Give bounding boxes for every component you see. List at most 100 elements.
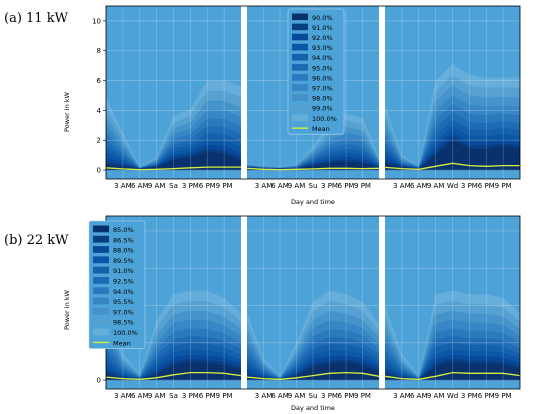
x-tick-label: 9 PM bbox=[495, 392, 512, 400]
plot-frame bbox=[105, 5, 521, 180]
day-separator bbox=[379, 6, 385, 179]
band-85.0pct-Su bbox=[247, 362, 379, 381]
day-separator bbox=[379, 216, 385, 389]
y-tick-label: 10 bbox=[92, 17, 101, 25]
x-tick-label: 6 AM bbox=[410, 182, 428, 190]
legend-swatch bbox=[292, 53, 308, 61]
legend-swatch bbox=[292, 104, 308, 111]
x-tick-label: 3 PM bbox=[182, 182, 199, 190]
panel-b-ylabel: Power in kW bbox=[63, 289, 71, 329]
x-tick-label: 3 PM bbox=[461, 182, 478, 190]
x-tick-label: 6 PM bbox=[338, 392, 355, 400]
legend-label: 97.0% bbox=[312, 85, 333, 93]
legend-label: 98.5% bbox=[113, 319, 134, 327]
legend-swatch bbox=[292, 23, 308, 31]
legend-label: 94.0% bbox=[312, 54, 333, 62]
legend-swatch bbox=[93, 246, 109, 253]
x-tick-label: 3 PM bbox=[321, 182, 338, 190]
legend-swatch bbox=[292, 13, 308, 21]
mean-line-Su bbox=[246, 167, 380, 171]
y-tick-label: 0 bbox=[97, 167, 101, 175]
x-tick-label: 6 PM bbox=[478, 392, 495, 400]
panel-a-label: (a) 11 kW bbox=[4, 11, 69, 26]
x-tick-label: 9 PM bbox=[354, 392, 371, 400]
legend-label: 100.0% bbox=[312, 115, 337, 123]
legend-label: 89.5% bbox=[113, 257, 134, 265]
mean-line-Sa bbox=[105, 371, 242, 380]
legend-swatch bbox=[93, 266, 109, 274]
day-separator bbox=[241, 216, 247, 389]
x-tick-label: 9 AM bbox=[427, 182, 445, 190]
legend-label: Mean bbox=[312, 125, 330, 133]
legend-label: 88.0% bbox=[113, 247, 134, 255]
x-tick-label: Su bbox=[309, 182, 318, 190]
y-tick-label: 2 bbox=[97, 137, 101, 145]
x-tick-label: 6 AM bbox=[271, 392, 289, 400]
panel-a-plot: 3 AM 6 AM 9 AM Sa 3 PM 6 PM 9 PM 3 AM6 AM9 AM Su… bbox=[92, 5, 521, 190]
mean-line-Wd bbox=[384, 162, 520, 170]
legend-swatch bbox=[292, 74, 308, 81]
band-90.0pct-Sa bbox=[106, 152, 241, 171]
legend-swatch bbox=[93, 235, 109, 243]
legend-label: Mean bbox=[113, 339, 131, 347]
x-tick-label: 3 AM bbox=[255, 182, 273, 190]
x-tick-label: 6 PM bbox=[199, 182, 216, 190]
legend-swatch bbox=[93, 307, 109, 315]
x-tick-label: 6 PM bbox=[199, 392, 216, 400]
legend-label: 94.0% bbox=[113, 288, 134, 296]
panel-b-label: (b) 22 kW bbox=[4, 233, 69, 248]
x-tick-label: 6 AM bbox=[131, 182, 149, 190]
x-tick-label: 6 PM bbox=[338, 182, 355, 190]
x-tick-label: Sa bbox=[169, 392, 178, 400]
legend-label: 85.0% bbox=[113, 226, 134, 234]
legend-label: 97.0% bbox=[113, 308, 134, 316]
x-tick-label: 6 AM bbox=[131, 392, 149, 400]
legend-label: 90.0% bbox=[312, 14, 333, 22]
x-tick-label: 9 PM bbox=[495, 182, 512, 190]
panel-a-xlabel: Day and time bbox=[291, 198, 335, 206]
panel-b-plot: 3 AM 6 AM 9 AM Sa 3 PM 6 PM 9 PM 3 AM6 AM9 AM Su… bbox=[88, 215, 521, 400]
x-tick-label: 9 PM bbox=[216, 182, 233, 190]
legend-swatch bbox=[292, 84, 308, 91]
x-tick-label: Wd bbox=[447, 182, 458, 190]
legend-swatch bbox=[292, 33, 308, 41]
band-85.0pct-Sa bbox=[106, 362, 241, 381]
legend-swatch bbox=[292, 94, 308, 101]
mean-line-Wd bbox=[384, 371, 521, 380]
x-tick-label: 3 AM bbox=[114, 392, 132, 400]
x-tick-label: 3 AM bbox=[255, 392, 273, 400]
x-tick-label: 3 AM bbox=[393, 182, 411, 190]
legend-swatch bbox=[93, 256, 109, 264]
panel-a-ylabel: Power in kW bbox=[63, 91, 71, 131]
x-tick-label: 9 PM bbox=[354, 182, 371, 190]
mean-line-Sa bbox=[105, 166, 241, 171]
legend-swatch bbox=[292, 64, 308, 71]
legend-swatch bbox=[93, 277, 109, 284]
day-separator bbox=[241, 6, 247, 179]
x-tick-label: Wd bbox=[447, 392, 458, 400]
legend-label: 91.0% bbox=[113, 267, 134, 275]
legend-swatch bbox=[93, 287, 109, 295]
x-tick-label: 9 PM bbox=[216, 392, 233, 400]
x-tick-label: 3 PM bbox=[321, 392, 338, 400]
y-tick-label: 4 bbox=[97, 107, 102, 115]
legend-swatch bbox=[93, 297, 109, 305]
legend-label: 86.5% bbox=[113, 236, 134, 244]
x-tick-label: 6 AM bbox=[271, 182, 289, 190]
legend-label: 95.5% bbox=[113, 298, 134, 306]
x-tick-label: 3 PM bbox=[461, 392, 478, 400]
legend-swatch bbox=[93, 328, 109, 336]
x-tick-label: 9 AM bbox=[288, 182, 306, 190]
x-tick-label: 3 PM bbox=[182, 392, 199, 400]
x-tick-label: Sa bbox=[169, 182, 178, 190]
legend-swatch bbox=[93, 318, 109, 325]
legend-label: 96.0% bbox=[312, 74, 333, 82]
legend-label: 98.0% bbox=[312, 95, 333, 103]
x-tick-label: 3 AM bbox=[114, 182, 132, 190]
y-tick-label: 8 bbox=[97, 47, 101, 55]
x-tick-label: 9 AM bbox=[427, 392, 445, 400]
legend-label: 92.5% bbox=[113, 278, 134, 286]
legend-label: 92.0% bbox=[312, 34, 333, 42]
band-85.0pct-Wd bbox=[385, 362, 520, 381]
x-tick-label: 9 AM bbox=[288, 392, 306, 400]
